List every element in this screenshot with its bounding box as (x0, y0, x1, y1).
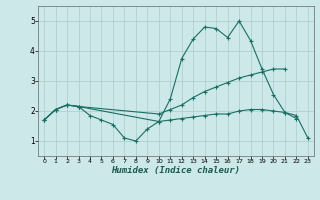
X-axis label: Humidex (Indice chaleur): Humidex (Indice chaleur) (111, 166, 241, 175)
